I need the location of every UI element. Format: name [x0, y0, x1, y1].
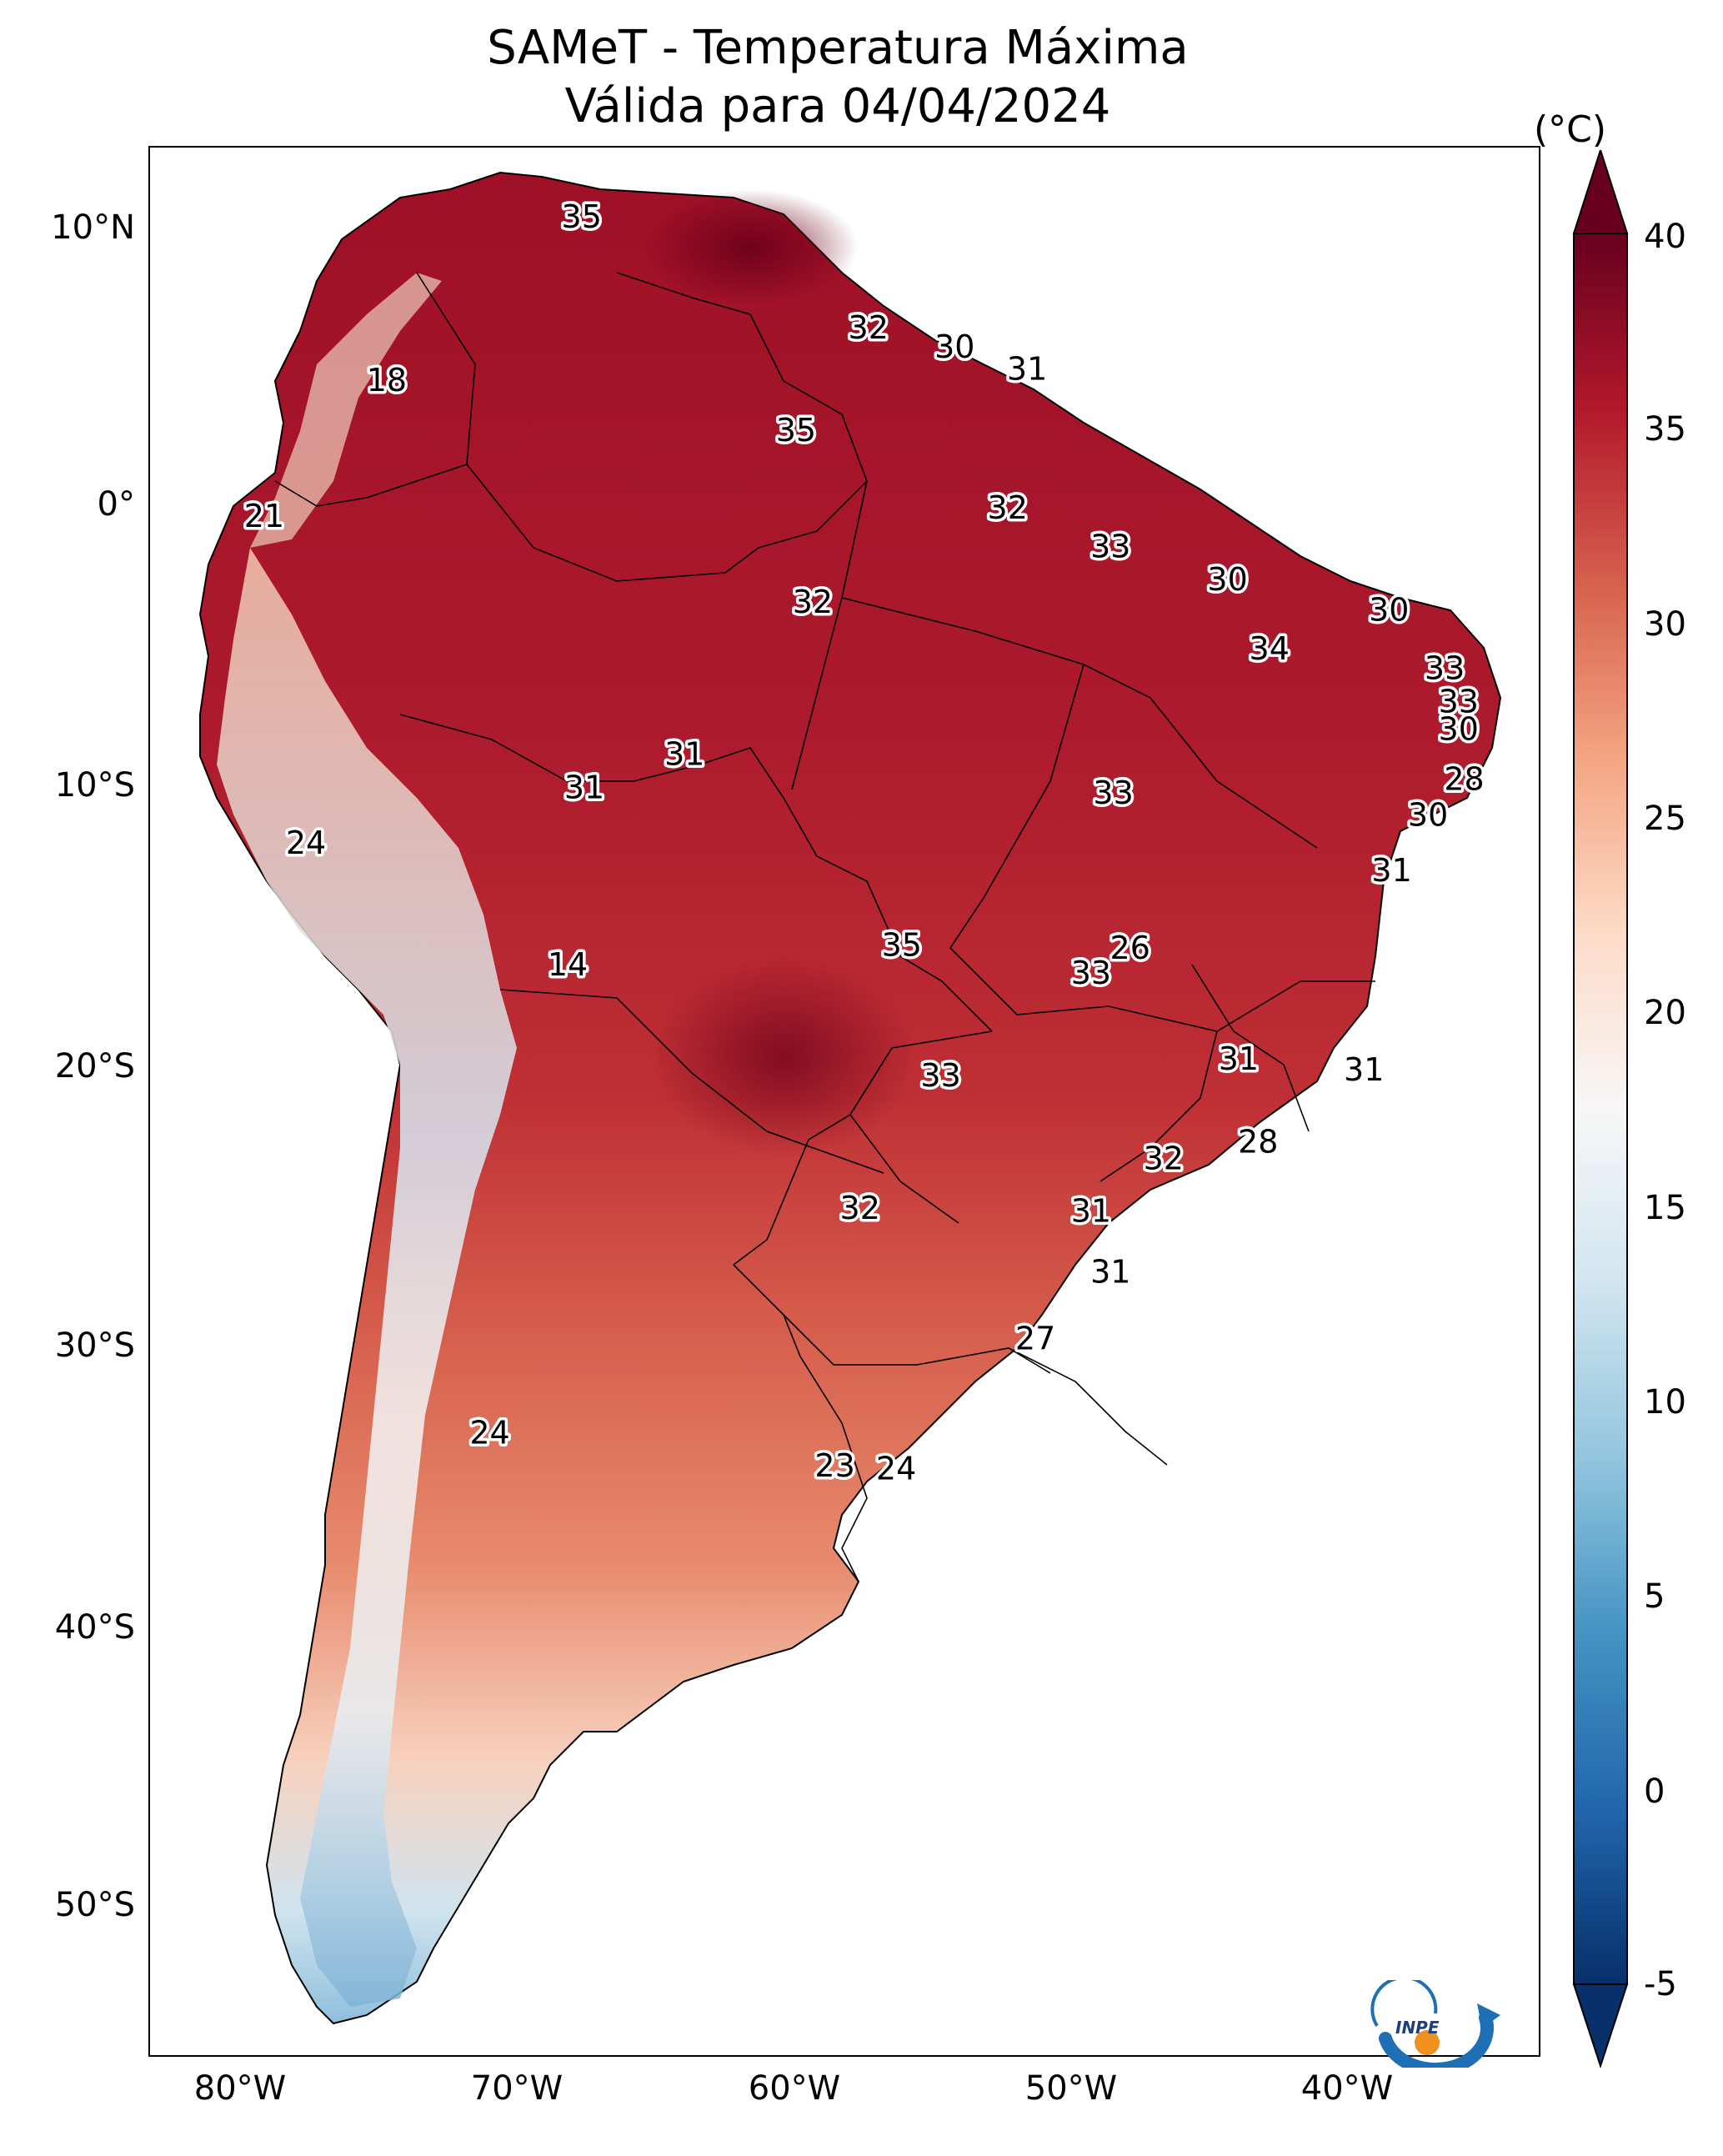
station-label: 14	[548, 946, 588, 983]
colorbar-top-arrow	[1572, 150, 1629, 234]
station-label: 23	[814, 1447, 854, 1484]
south-america-landmass	[198, 171, 1502, 2025]
station-label: 24	[876, 1451, 916, 1487]
station-label: 33	[1425, 650, 1465, 687]
station-label: 31	[1007, 351, 1047, 388]
lat-tick-20s: 20°S	[54, 1047, 135, 1086]
colorbar-bottom-arrow	[1572, 1983, 1629, 2068]
lon-tick-80w: 80°W	[193, 2069, 287, 2108]
lon-tick-50w: 50°W	[1024, 2069, 1118, 2108]
station-label: 30	[1369, 592, 1409, 629]
station-label: 32	[988, 489, 1028, 526]
lon-tick-70w: 70°W	[470, 2069, 563, 2108]
station-label: 31	[664, 736, 704, 773]
station-label: 32	[793, 584, 833, 620]
station-label: 24	[286, 825, 326, 861]
lon-tick-60w: 60°W	[748, 2069, 841, 2108]
station-label: 28	[1444, 760, 1484, 797]
station-label: 33	[1090, 528, 1130, 564]
colorbar-tick-minus5: -5	[1644, 1965, 1677, 2003]
lat-tick-40s: 40°S	[54, 1608, 135, 1647]
colorbar-tick-40: 40	[1644, 218, 1686, 256]
lat-tick-50s: 50°S	[54, 1886, 135, 1924]
station-label: 30	[1439, 711, 1479, 748]
station-label: 33	[1093, 775, 1133, 811]
station-label: 31	[1090, 1254, 1130, 1291]
station-label: 31	[1219, 1040, 1259, 1077]
station-label: 35	[882, 927, 922, 964]
station-label: 30	[1408, 797, 1448, 834]
station-label: 26	[1110, 930, 1150, 966]
inpe-logo: INPE	[1370, 1980, 1500, 2068]
colorbar-tick-35: 35	[1644, 410, 1686, 449]
logo-text: INPE	[1395, 2018, 1440, 2038]
colorbar-tick-10: 10	[1644, 1383, 1686, 1421]
colorbar-tick-15: 15	[1644, 1189, 1686, 1227]
station-label: 18	[367, 362, 407, 399]
station-label: 31	[564, 769, 604, 805]
map-subtitle: Válida para 04/04/2024	[564, 79, 1111, 133]
map-panel: 35 32 30 31 18 35 21 32 33 30 32 30 34 33 33 30 31 28 31 33…	[148, 146, 1540, 2057]
station-label: 21	[244, 498, 284, 534]
station-label: 32	[1144, 1140, 1184, 1176]
station-label: 24	[469, 1414, 509, 1451]
political-borders	[274, 272, 1375, 1582]
lat-tick-30s: 30°S	[54, 1326, 135, 1365]
station-label: 35	[776, 412, 816, 449]
station-label: 32	[840, 1190, 880, 1226]
station-label: 33	[1439, 683, 1479, 720]
colorbar-gradient	[1573, 233, 1628, 1985]
station-label: 33	[920, 1057, 960, 1094]
station-label: 31	[1344, 1051, 1384, 1088]
colorbar-tick-25: 25	[1644, 800, 1686, 838]
station-label: 30	[934, 328, 974, 365]
station-label: 31	[1071, 1193, 1111, 1230]
station-label: 32	[849, 309, 889, 346]
colorbar-tick-5: 5	[1644, 1577, 1665, 1616]
colorbar-tick-30: 30	[1644, 605, 1686, 644]
lat-tick-10n: 10°N	[51, 208, 135, 247]
colorbar-tick-20: 20	[1644, 994, 1686, 1032]
colorbar	[1572, 150, 1629, 2068]
lat-tick-0: 0°	[97, 485, 135, 524]
lat-tick-10s: 10°S	[54, 766, 135, 805]
station-label: 33	[1071, 955, 1111, 991]
lon-tick-40w: 40°W	[1300, 2069, 1394, 2108]
station-label: 31	[1371, 852, 1411, 889]
station-label: 27	[1015, 1320, 1055, 1356]
colorbar-tick-0: 0	[1644, 1772, 1665, 1811]
station-label: 28	[1238, 1124, 1278, 1161]
map-title: SAMeT - Temperatura Máxima	[487, 21, 1189, 75]
station-label: 34	[1250, 630, 1290, 667]
station-label: 30	[1207, 561, 1247, 598]
colorbar-unit: (°C)	[1534, 108, 1607, 151]
station-label: 35	[562, 198, 602, 235]
